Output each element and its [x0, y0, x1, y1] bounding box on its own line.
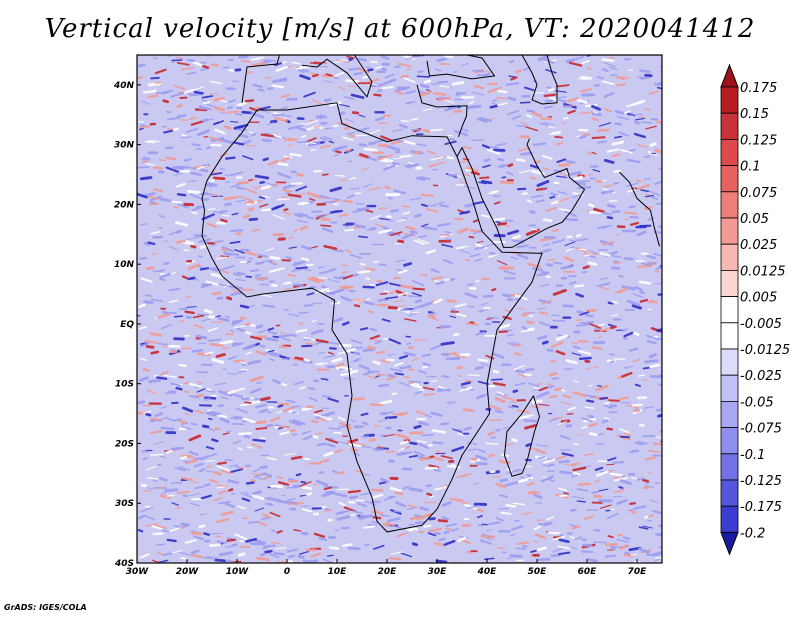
- chart-title: Vertical velocity [m/s] at 600hPa, VT: 2…: [44, 14, 756, 44]
- turkey-coastline: [416, 84, 468, 138]
- mediterranean-north-coastline: [301, 55, 373, 98]
- lon-tick-label: 60E: [578, 567, 598, 577]
- colorbar-label: 0.125: [740, 133, 777, 148]
- colorbar-swatch: [720, 479, 739, 507]
- velocity-field: [137, 55, 662, 563]
- colorbar-swatch: [720, 505, 739, 533]
- colorbar-label: 0.075: [740, 186, 777, 201]
- colorbar-label: -0.025: [740, 369, 782, 384]
- colorbar-label: 0.025: [740, 238, 777, 253]
- lon-tick-label: 70E: [628, 567, 648, 577]
- colorbar-label: 0.175: [740, 81, 777, 96]
- lat-tick-label: 30N: [114, 141, 135, 151]
- lon-tick-label: 0: [284, 567, 290, 577]
- colorbar-swatch: [720, 348, 739, 376]
- lon-tick-label: 20E: [378, 567, 398, 577]
- colorbar-swatch: [720, 191, 739, 219]
- europe-coastline: [241, 55, 280, 103]
- colorbar-label: -0.005: [740, 317, 782, 332]
- lat-axis: 40N 30N 20N 10N EQ 10S 20S 30S 40S: [113, 81, 141, 569]
- lon-tick-label: 30E: [428, 567, 448, 577]
- africa-coastline: [201, 102, 543, 533]
- colorbar-label: -0.1: [740, 448, 765, 463]
- colorbar-label: 0.1: [740, 160, 761, 175]
- colorbar-bottom-arrow: [720, 531, 739, 556]
- lon-tick-label: 30W: [126, 567, 150, 577]
- lat-tick-label: 30S: [115, 499, 134, 509]
- colorbar-swatch: [720, 269, 739, 297]
- lat-tick-label: 10N: [114, 260, 135, 270]
- caspian-coastline: [521, 55, 558, 105]
- lon-tick-label: 50E: [528, 567, 548, 577]
- lon-tick-label: 40E: [477, 567, 498, 577]
- colorbar-swatch: [720, 165, 739, 193]
- colorbar-swatch: [720, 427, 739, 455]
- colorbar-swatch: [720, 296, 739, 324]
- colorbar-swatch: [720, 112, 739, 140]
- colorbar-swatch: [720, 374, 739, 402]
- colorbar-swatch: [720, 243, 739, 271]
- colorbar-swatch: [720, 400, 739, 428]
- coastlines: [201, 55, 660, 533]
- lon-axis: 30W 20W 10W 0 10E 20E 30E 40E 50E 60E 70E: [126, 559, 647, 577]
- lon-tick-label: 10E: [328, 567, 348, 577]
- lat-tick-label: 40N: [113, 81, 135, 91]
- lat-tick-label: EQ: [120, 320, 134, 330]
- colorbar-label: 0.0125: [740, 264, 786, 279]
- colorbar-label: -0.05: [740, 395, 774, 410]
- colorbar-label: -0.075: [740, 422, 782, 437]
- colorbar-swatch: [720, 86, 739, 114]
- colorbar-top-arrow: [720, 63, 739, 88]
- colorbar-swatch: [720, 453, 739, 481]
- colorbar-label: -0.175: [740, 500, 782, 515]
- colorbar-swatch: [720, 138, 739, 166]
- lat-tick-label: 40S: [114, 559, 134, 569]
- lat-tick-label: 20S: [115, 439, 134, 449]
- colorbar: 0.175 0.15 0.125 0.1 0.075 0.05 0.025 0.0125 0.0…: [720, 63, 790, 556]
- colorbar-label: 0.05: [740, 212, 769, 227]
- grads-credit: GrADS: IGES/COLA: [4, 603, 87, 612]
- colorbar-swatch: [720, 322, 739, 350]
- colorbar-label: -0.0125: [740, 343, 790, 358]
- colorbar-label: -0.2: [740, 526, 765, 541]
- madagascar-coastline: [503, 395, 541, 477]
- lon-tick-label: 20W: [176, 567, 200, 577]
- colorbar-label: 0.005: [740, 291, 777, 306]
- lat-tick-label: 10S: [115, 380, 134, 390]
- arabia-coastline: [456, 138, 586, 248]
- india-coastline: [619, 171, 660, 247]
- colorbar-label: -0.125: [740, 474, 782, 489]
- map-frame: [136, 54, 663, 564]
- lat-tick-label: 20N: [114, 200, 135, 210]
- colorbar-swatch: [720, 217, 739, 245]
- colorbar-label: 0.15: [740, 107, 769, 122]
- black-sea-coastline: [426, 55, 496, 80]
- lon-tick-label: 10W: [226, 567, 250, 577]
